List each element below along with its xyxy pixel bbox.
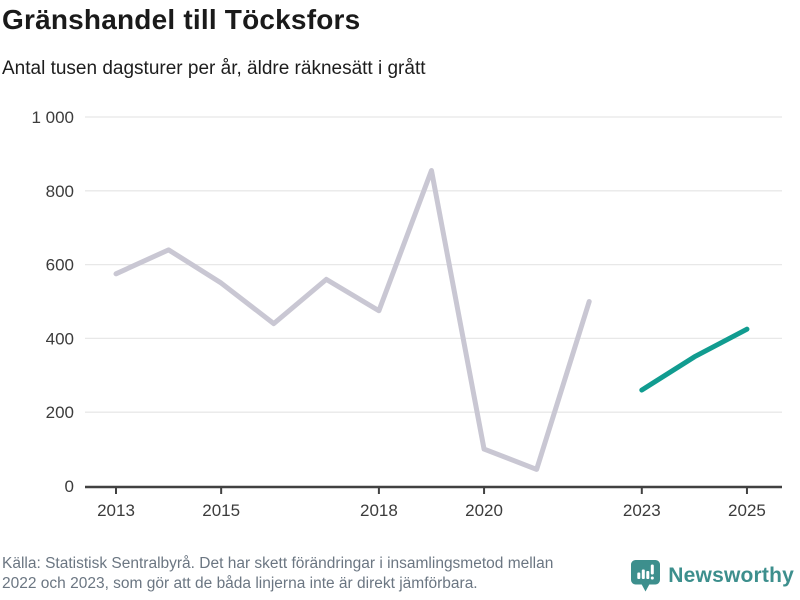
x-tick-label: 2018 [360,501,398,520]
y-tick-label: 400 [46,329,74,348]
x-tick-label: 2020 [465,501,503,520]
chart-title: Gränshandel till Töcksfors [2,4,361,35]
y-tick-label: 800 [46,182,74,201]
chart-subtitle: Antal tusen dagsturer per år, äldre räkn… [2,58,426,79]
source-note: Källa: Statistisk Sentralbyrå. Det har s… [2,554,647,594]
x-tick-label: 2025 [728,501,766,520]
source-note-line2: 2022 och 2023, som gör att de båda linje… [2,575,478,592]
y-tick-label: 1 000 [31,108,74,127]
y-tick-label: 200 [46,403,74,422]
newsworthy-wordmark: Newsworthy [668,564,794,587]
x-tick-label: 2013 [97,501,135,520]
y-tick-label: 0 [65,477,74,496]
x-tick-label: 2015 [202,501,240,520]
source-note-line1: Källa: Statistisk Sentralbyrå. Det har s… [2,555,554,572]
series-line-new [639,326,750,393]
series-line-old [113,168,592,472]
y-tick-label: 600 [46,256,74,275]
newsworthy-logo: Newsworthy [630,559,794,593]
x-tick-label: 2023 [623,501,661,520]
newsworthy-bubble-icon [631,560,661,592]
